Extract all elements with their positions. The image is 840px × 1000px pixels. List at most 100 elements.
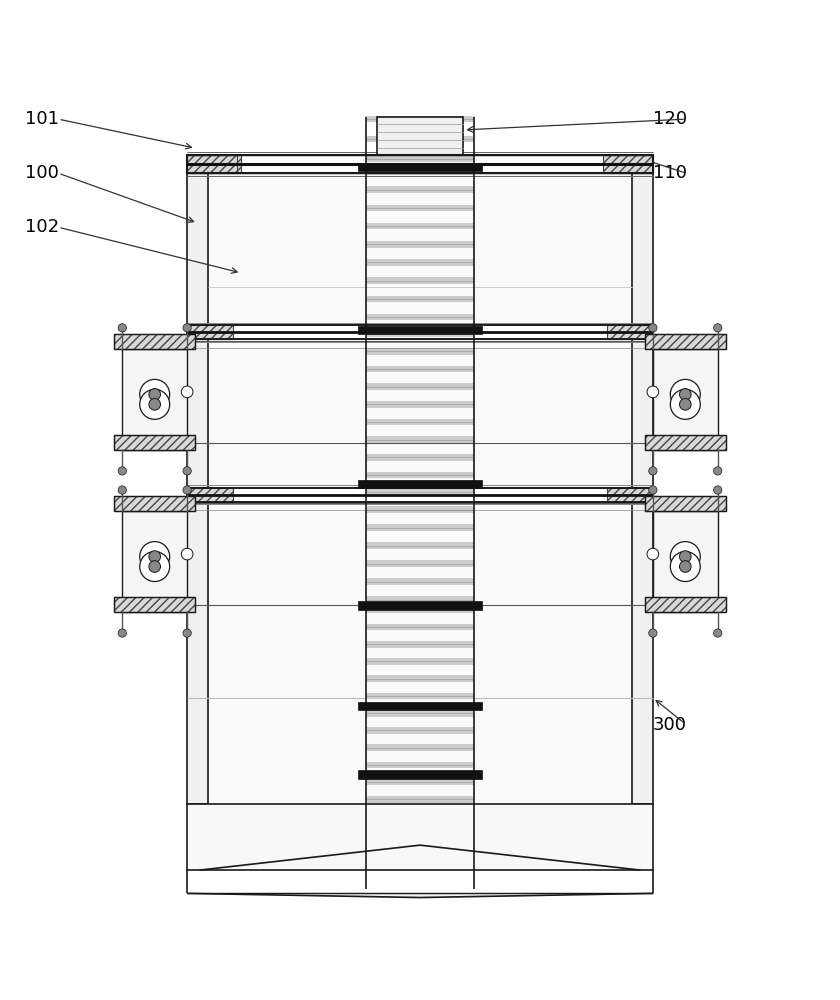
Circle shape bbox=[680, 399, 691, 410]
Bar bbox=[123, 511, 187, 612]
Bar bbox=[366, 727, 474, 734]
Circle shape bbox=[183, 324, 192, 332]
Circle shape bbox=[181, 548, 193, 560]
Bar bbox=[114, 496, 196, 511]
Bar bbox=[653, 511, 717, 612]
Bar bbox=[187, 173, 208, 325]
Bar bbox=[123, 349, 187, 450]
Bar bbox=[366, 296, 474, 302]
Bar bbox=[366, 205, 474, 211]
Bar bbox=[358, 163, 482, 171]
Bar bbox=[366, 524, 474, 531]
Bar bbox=[632, 502, 653, 804]
Bar bbox=[644, 334, 726, 349]
Bar bbox=[114, 597, 196, 612]
Bar bbox=[366, 744, 474, 751]
Circle shape bbox=[713, 486, 722, 494]
Circle shape bbox=[647, 548, 659, 560]
Bar bbox=[366, 779, 474, 785]
Bar bbox=[644, 334, 726, 349]
Circle shape bbox=[118, 324, 127, 332]
Bar bbox=[366, 606, 474, 613]
Bar bbox=[358, 326, 482, 334]
Circle shape bbox=[713, 629, 722, 637]
Bar bbox=[366, 675, 474, 682]
Bar bbox=[114, 597, 196, 612]
Circle shape bbox=[680, 389, 691, 400]
Bar bbox=[366, 168, 474, 175]
Bar bbox=[644, 597, 726, 612]
Bar bbox=[187, 804, 653, 870]
Circle shape bbox=[648, 467, 657, 475]
Bar bbox=[114, 334, 196, 349]
Bar bbox=[208, 339, 632, 488]
Bar bbox=[187, 325, 653, 339]
Text: 102: 102 bbox=[25, 218, 59, 236]
Bar bbox=[366, 156, 474, 162]
Bar bbox=[366, 330, 474, 337]
Circle shape bbox=[139, 552, 170, 582]
Circle shape bbox=[713, 324, 722, 332]
Bar bbox=[114, 334, 196, 349]
Bar bbox=[366, 560, 474, 567]
Circle shape bbox=[670, 379, 701, 409]
Bar bbox=[632, 339, 653, 488]
Bar bbox=[114, 435, 196, 450]
Circle shape bbox=[149, 551, 160, 562]
Circle shape bbox=[139, 379, 170, 409]
Circle shape bbox=[680, 561, 691, 572]
Text: 110: 110 bbox=[653, 164, 687, 182]
Bar bbox=[187, 488, 653, 502]
Bar bbox=[603, 155, 653, 173]
Bar bbox=[366, 624, 474, 630]
Bar bbox=[644, 597, 726, 612]
Circle shape bbox=[648, 324, 657, 332]
Circle shape bbox=[118, 467, 127, 475]
Text: 300: 300 bbox=[653, 716, 687, 734]
Bar bbox=[644, 496, 726, 511]
Bar bbox=[366, 259, 474, 266]
Circle shape bbox=[139, 542, 170, 572]
Bar bbox=[366, 506, 474, 513]
Bar bbox=[366, 693, 474, 699]
Bar bbox=[114, 496, 196, 511]
Bar bbox=[366, 136, 474, 142]
Bar bbox=[114, 435, 196, 450]
Bar bbox=[644, 496, 726, 511]
Circle shape bbox=[670, 542, 701, 572]
Bar bbox=[187, 339, 208, 488]
Bar bbox=[187, 488, 233, 502]
Bar bbox=[366, 454, 474, 461]
Bar bbox=[366, 488, 474, 495]
Polygon shape bbox=[187, 893, 653, 898]
Bar bbox=[366, 710, 474, 717]
Bar bbox=[366, 186, 474, 193]
Bar bbox=[366, 641, 474, 648]
Bar bbox=[366, 472, 474, 478]
Bar bbox=[644, 435, 726, 450]
Bar bbox=[208, 502, 632, 804]
Bar bbox=[644, 435, 726, 450]
Circle shape bbox=[149, 561, 160, 572]
Bar bbox=[366, 542, 474, 549]
Bar bbox=[366, 116, 474, 122]
Circle shape bbox=[118, 629, 127, 637]
Bar bbox=[366, 348, 474, 355]
Text: 100: 100 bbox=[25, 164, 59, 182]
Bar bbox=[187, 502, 208, 804]
Bar bbox=[366, 658, 474, 665]
Bar bbox=[187, 155, 237, 173]
Bar bbox=[358, 480, 482, 488]
Circle shape bbox=[149, 389, 160, 400]
Bar bbox=[366, 596, 474, 603]
Bar bbox=[607, 325, 653, 339]
Circle shape bbox=[648, 629, 657, 637]
Circle shape bbox=[139, 389, 170, 419]
Bar bbox=[358, 601, 482, 610]
Text: 220: 220 bbox=[653, 423, 687, 441]
Bar bbox=[366, 762, 474, 768]
Bar bbox=[653, 349, 717, 450]
Circle shape bbox=[183, 467, 192, 475]
Bar bbox=[187, 325, 233, 339]
Bar bbox=[187, 155, 241, 173]
